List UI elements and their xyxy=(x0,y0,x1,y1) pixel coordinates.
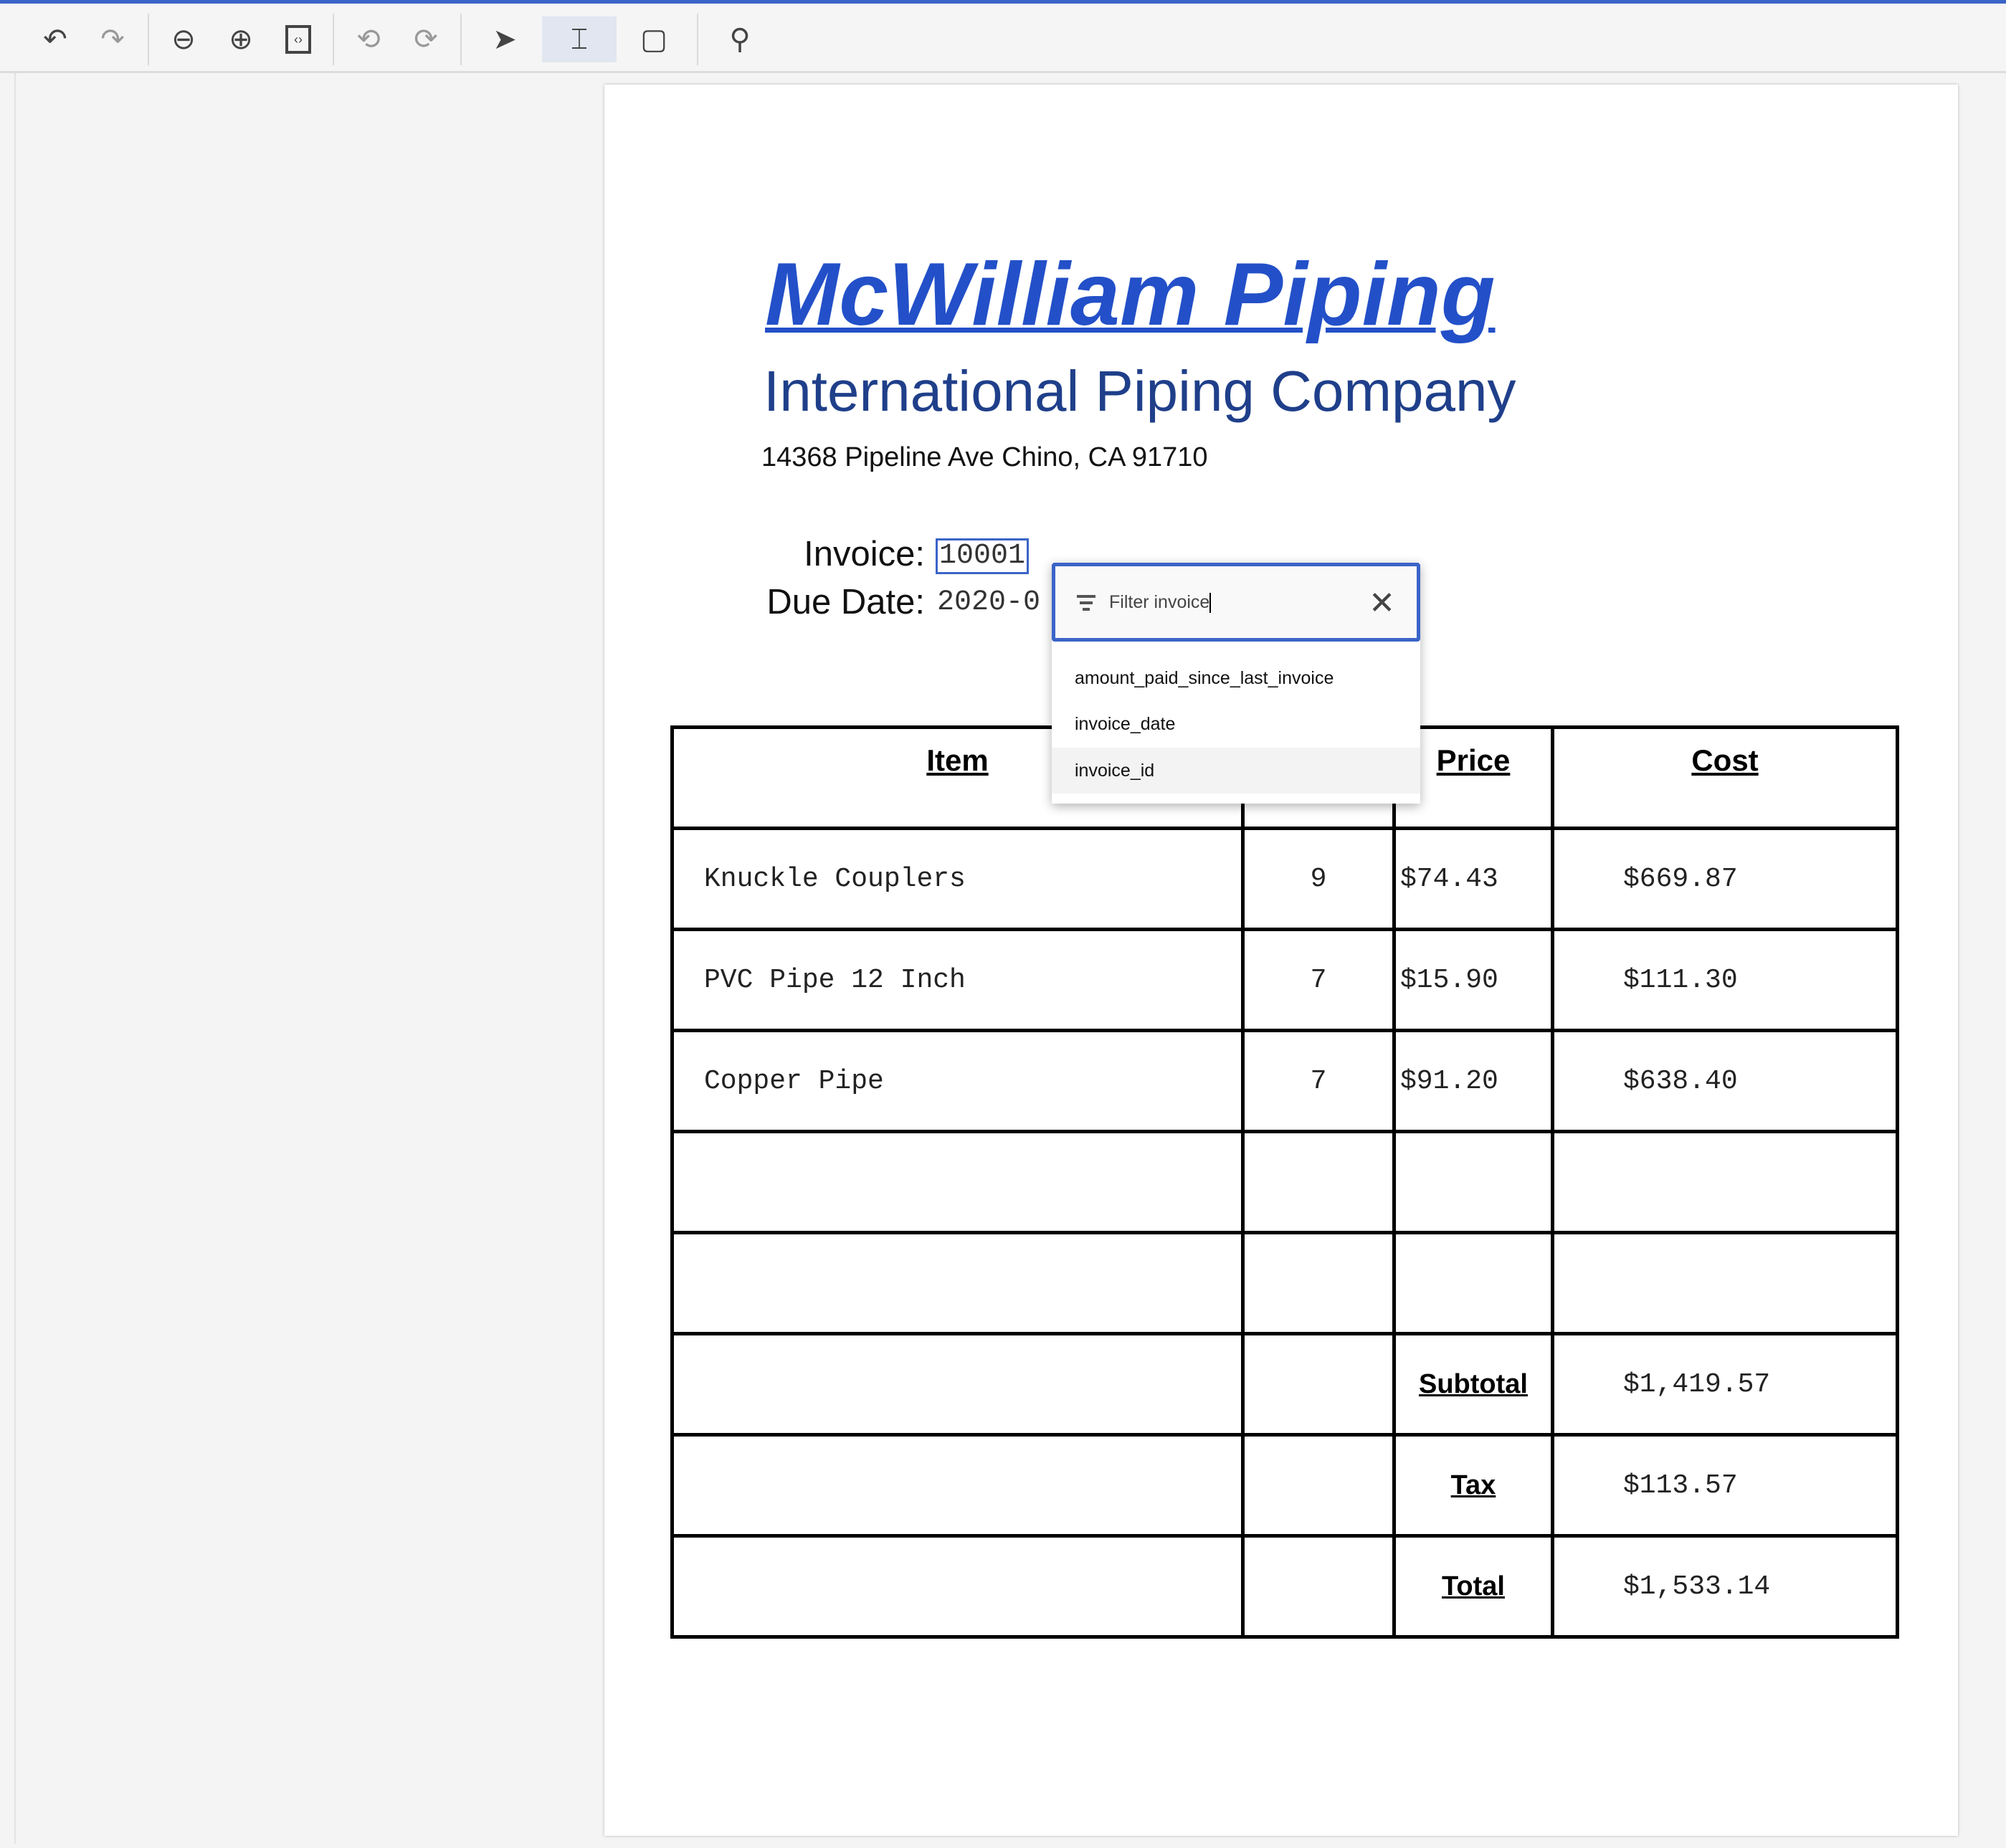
price-cell: $91.20 xyxy=(1392,1029,1554,1133)
pointer-icon[interactable]: ➤ xyxy=(493,24,517,55)
empty-cell xyxy=(670,1534,1245,1639)
rotate-right-icon[interactable]: ⟳ xyxy=(414,24,438,55)
toolbar-divider xyxy=(333,14,334,65)
due-date-label: Due Date: xyxy=(766,583,925,621)
undo-icon[interactable]: ↶ xyxy=(43,24,67,55)
fit-page-icon[interactable]: ‹› xyxy=(275,16,321,62)
option-invoice-id[interactable]: invoice_id xyxy=(1052,748,1420,794)
empty-cell xyxy=(1551,1231,1899,1335)
empty-cell xyxy=(1241,1534,1396,1639)
subtotal-row: Subtotal $1,419.57 xyxy=(670,1332,1899,1437)
empty-cell xyxy=(670,1130,1245,1234)
zoom-out-icon[interactable]: ⊖ xyxy=(171,24,196,55)
cost-cell: $111.30 xyxy=(1551,928,1899,1032)
header-cost: Cost xyxy=(1551,725,1899,830)
toolbar: ↶ ↷ ⊖ ⊕ ‹› ⟲ ⟳ ➤ ⌶ ▢ ⚲ xyxy=(0,4,2006,73)
item-cell: Knuckle Couplers xyxy=(670,827,1245,931)
empty-cell xyxy=(1241,1231,1396,1335)
empty-cell xyxy=(670,1332,1245,1437)
empty-cell xyxy=(1392,1231,1554,1335)
invoice-value-field[interactable]: 10001 xyxy=(936,538,1029,574)
field-picker-popup: Filter invoice ✕ amount_paid_since_last_… xyxy=(1052,563,1420,804)
zoom-in-icon[interactable]: ⊕ xyxy=(229,24,253,55)
close-icon[interactable]: ✕ xyxy=(1369,586,1395,621)
redo-icon[interactable]: ↷ xyxy=(100,24,125,55)
due-date-value[interactable]: 2020-0 xyxy=(937,586,1041,619)
empty-cell xyxy=(1241,1332,1396,1437)
empty-row xyxy=(670,1231,1899,1335)
invoice-table: Item Price Cost Knuckle Couplers 9 $74.4… xyxy=(670,725,1899,1639)
cost-cell: $669.87 xyxy=(1551,827,1899,931)
tax-value: $113.57 xyxy=(1551,1433,1899,1538)
option-invoice-date[interactable]: invoice_date xyxy=(1075,714,1176,734)
rotate-left-icon[interactable]: ⟲ xyxy=(356,24,381,55)
price-cell: $15.90 xyxy=(1392,928,1554,1032)
table-row: PVC Pipe 12 Inch 7 $15.90 $111.30 xyxy=(670,928,1899,1032)
invoice-label: Invoice: xyxy=(804,535,925,573)
text-select-icon[interactable]: ⌶ xyxy=(542,16,617,62)
table-row: Copper Pipe 7 $91.20 $638.40 xyxy=(670,1029,1899,1133)
empty-cell xyxy=(1551,1130,1899,1234)
empty-row xyxy=(670,1130,1899,1234)
filter-input-text[interactable]: Filter invoice xyxy=(1109,592,1210,612)
company-subtitle: International Piping Company xyxy=(764,359,1516,423)
add-region-icon[interactable]: ▢ xyxy=(640,24,667,55)
tax-row: Tax $113.57 xyxy=(670,1433,1899,1538)
cost-cell: $638.40 xyxy=(1551,1029,1899,1133)
table-row: Knuckle Couplers 9 $74.43 $669.87 xyxy=(670,827,1899,931)
qty-cell: 9 xyxy=(1241,827,1396,931)
qty-cell: 7 xyxy=(1241,1029,1396,1133)
toolbar-divider xyxy=(148,14,149,65)
tax-label: Tax xyxy=(1392,1433,1554,1538)
toolbar-divider xyxy=(697,14,698,65)
side-panel-border xyxy=(14,73,16,1844)
window-accent-bar xyxy=(0,0,2006,4)
empty-cell xyxy=(1392,1130,1554,1234)
empty-cell xyxy=(670,1231,1245,1335)
item-cell: Copper Pipe xyxy=(670,1029,1245,1133)
option-amount-paid-since-last-invoice[interactable]: amount_paid_since_last_invoice xyxy=(1075,668,1334,688)
empty-cell xyxy=(670,1433,1245,1538)
total-label: Total xyxy=(1392,1534,1554,1639)
filter-icon xyxy=(1077,595,1095,611)
filter-input[interactable]: Filter invoice ✕ xyxy=(1052,563,1420,642)
company-address: 14368 Pipeline Ave Chino, CA 91710 xyxy=(761,442,1208,472)
price-cell: $74.43 xyxy=(1392,827,1554,931)
company-title: McWilliam Piping xyxy=(765,245,1496,344)
subtotal-label: Subtotal xyxy=(1392,1332,1554,1437)
total-row: Total $1,533.14 xyxy=(670,1534,1899,1639)
qty-cell: 7 xyxy=(1241,928,1396,1032)
item-cell: PVC Pipe 12 Inch xyxy=(670,928,1245,1032)
search-icon[interactable]: ⚲ xyxy=(729,24,751,55)
total-value: $1,533.14 xyxy=(1551,1534,1899,1639)
toolbar-divider xyxy=(460,14,462,65)
empty-cell xyxy=(1241,1130,1396,1234)
text-cursor xyxy=(1209,593,1212,614)
empty-cell xyxy=(1241,1433,1396,1538)
subtotal-value: $1,419.57 xyxy=(1551,1332,1899,1437)
